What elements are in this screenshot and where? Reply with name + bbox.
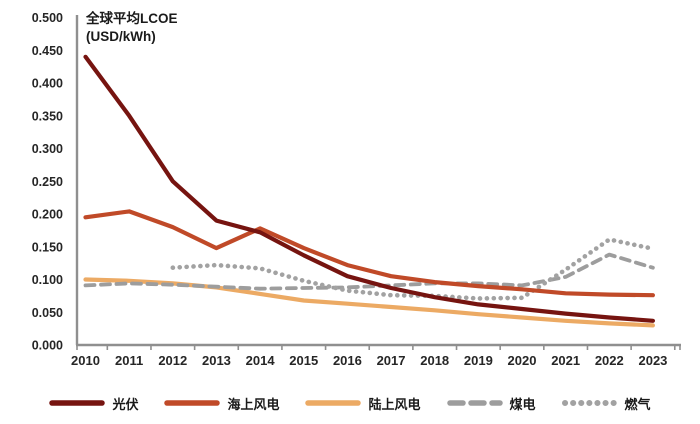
x-tick-label: 2023 (638, 353, 667, 368)
x-tick-label: 2022 (595, 353, 624, 368)
x-tick-label: 2018 (420, 353, 449, 368)
series-line-coal-power (83, 252, 655, 291)
legend-label-solar-pv: 光伏 (112, 396, 139, 412)
y-tick-label: 0.400 (32, 77, 63, 91)
solar-pv-legend-line-swatch (49, 400, 106, 406)
legend-item-offshore-wind: 海上风电 (164, 394, 279, 413)
chart-title-unit: (USD/kWh) (86, 29, 156, 44)
legend-item-onshore-wind: 陆上风电 (305, 394, 421, 413)
x-tick-label: 2020 (508, 353, 537, 368)
coal-power-legend-line-swatch (446, 400, 503, 406)
y-tick-label: 0.000 (32, 339, 63, 353)
series-line-solar-pv (83, 54, 655, 323)
y-tick-label: 0.200 (32, 208, 63, 222)
x-tick-label: 2021 (551, 353, 580, 368)
y-tick-label: 0.450 (32, 44, 63, 58)
y-tick-label: 0.050 (32, 306, 63, 320)
legend-label-coal-power: 煤电 (509, 396, 536, 412)
series-line-offshore-wind (83, 209, 655, 298)
x-tick-label: 2011 (115, 353, 143, 368)
legend-label-gas-power: 燃气 (624, 396, 651, 412)
y-tick-label: 0.150 (32, 240, 63, 254)
x-tick-label: 2015 (289, 353, 318, 368)
x-tick-label: 2010 (71, 353, 100, 368)
x-tick-label: 2017 (377, 353, 406, 368)
x-tick-label: 2016 (333, 353, 362, 368)
y-tick-label: 0.250 (32, 175, 63, 189)
y-tick-label: 0.300 (32, 142, 63, 156)
y-tick-label: 0.100 (32, 273, 63, 287)
y-tick-label: 0.350 (32, 109, 63, 123)
legend-label-offshore-wind: 海上风电 (227, 396, 280, 412)
x-tick-label: 2014 (246, 353, 276, 368)
legend-item-coal-power: 煤电 (446, 394, 536, 413)
chart-title: 全球平均LCOE (USD/kWh) (86, 10, 178, 46)
legend-label-onshore-wind: 陆上风电 (368, 396, 421, 412)
y-tick-label: 0.500 (32, 11, 63, 25)
chart-legend: 光伏 海上风电 陆上风电 煤电 燃气 (0, 390, 700, 416)
x-tick-label: 2013 (202, 353, 231, 368)
series-line-gas-power (170, 237, 656, 301)
legend-item-gas-power: 燃气 (561, 394, 651, 413)
chart-title-line1: 全球平均LCOE (86, 11, 178, 26)
x-tick-label: 2019 (464, 353, 493, 368)
legend-item-solar-pv: 光伏 (49, 394, 138, 413)
gas-power-legend-line-swatch (561, 400, 618, 406)
onshore-wind-legend-line-swatch (305, 400, 362, 406)
offshore-wind-legend-line-swatch (164, 400, 221, 406)
x-tick-label: 2012 (158, 353, 187, 368)
